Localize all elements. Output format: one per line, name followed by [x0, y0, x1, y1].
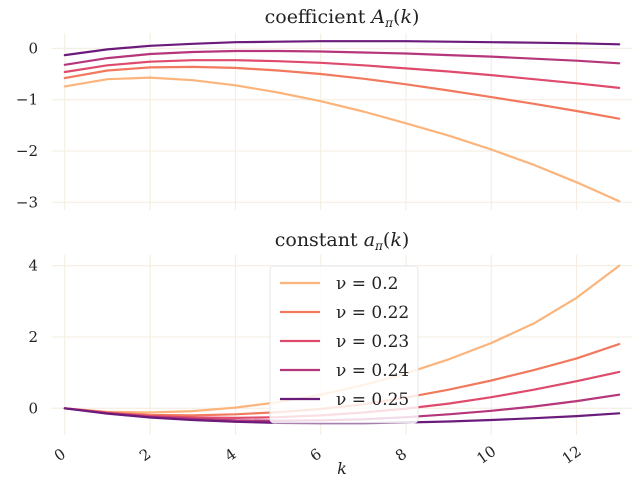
- x-axis-label: k: [337, 459, 347, 478]
- legend-label: ν = 0.23: [336, 332, 409, 352]
- panel-title-0: coefficient Aπ(k): [265, 6, 420, 30]
- legend-label: ν = 0.22: [336, 303, 409, 323]
- legend: ν = 0.2 ν = 0.22 ν = 0.23 ν = 0.24 ν = 0.25: [269, 265, 419, 424]
- legend-label: ν = 0.24: [336, 361, 409, 381]
- y-tick-label: 0: [28, 399, 38, 417]
- legend-box: [269, 265, 419, 424]
- x-tick-label: 0: [51, 445, 69, 465]
- x-tick-label: 8: [392, 445, 410, 465]
- y-tick-label: 2: [28, 328, 38, 346]
- x-tick-label: 10: [473, 442, 499, 468]
- legend-label: ν = 0.25: [336, 390, 409, 410]
- series-line-0-3: [63, 49, 621, 66]
- legend-label: ν = 0.2: [336, 274, 398, 294]
- series-line-0-4: [63, 40, 621, 57]
- x-tick-label: 2: [136, 445, 154, 465]
- y-tick-label: −1: [16, 91, 38, 109]
- series-line-0-1: [63, 65, 621, 120]
- x-tick-label: 12: [559, 442, 585, 468]
- y-tick-label: 0: [28, 39, 38, 57]
- y-tick-label: −3: [16, 193, 38, 211]
- series-line-0-2: [63, 59, 621, 89]
- panel-0: 0 −1 −2 −3: [16, 33, 632, 211]
- x-tick-label: 6: [307, 445, 325, 465]
- y-tick-label: 4: [28, 257, 38, 275]
- x-tick-label: 4: [221, 445, 239, 465]
- panel-title-1: constant aπ(k): [275, 229, 410, 253]
- series-line-0-0: [63, 76, 621, 203]
- y-tick-label: −2: [16, 142, 38, 160]
